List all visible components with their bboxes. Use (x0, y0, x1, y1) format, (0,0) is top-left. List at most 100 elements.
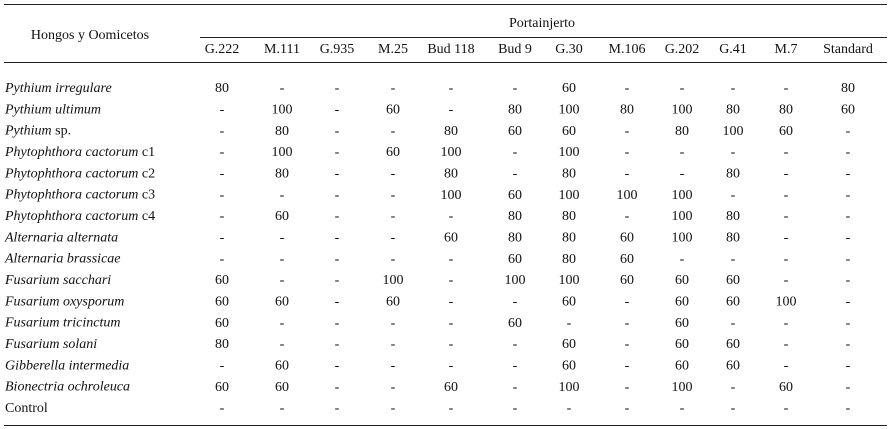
cell: - (220, 103, 225, 118)
cell: - (680, 145, 685, 160)
cell: 100 (559, 188, 580, 203)
column-header: M.111 (264, 42, 300, 57)
cell: 60 (620, 231, 634, 246)
cell: - (680, 81, 685, 96)
column-header: M.7 (775, 42, 798, 57)
cell: - (335, 380, 340, 395)
cell: - (846, 145, 851, 160)
cell: - (220, 209, 225, 224)
cell: 60 (215, 316, 229, 331)
cell: - (449, 273, 454, 288)
species: Fusarium sacchari (4, 273, 111, 288)
cell: - (784, 188, 789, 203)
cell: 60 (779, 380, 793, 395)
species: Alternaria brassicae (4, 252, 121, 267)
cell: - (731, 401, 736, 416)
cell: - (846, 167, 851, 182)
cell: - (220, 145, 225, 160)
cell: - (449, 103, 454, 118)
cell: - (625, 316, 630, 331)
cell: 100 (672, 209, 693, 224)
row-label: Fusarium oxysporum (4, 295, 124, 310)
cell: - (335, 295, 340, 310)
cell: - (784, 167, 789, 182)
cell: - (846, 380, 851, 395)
cell: - (391, 380, 396, 395)
cell: - (513, 359, 518, 374)
cell: 80 (562, 231, 576, 246)
cell: - (625, 167, 630, 182)
cell: - (449, 295, 454, 310)
cell: - (731, 81, 736, 96)
cell: 60 (675, 316, 689, 331)
cell: - (335, 231, 340, 246)
cell: - (784, 359, 789, 374)
row-label: Phytophthora cactorum c3 (4, 188, 155, 203)
cell: 80 (444, 124, 458, 139)
cell: - (335, 167, 340, 182)
cell: 80 (215, 81, 229, 96)
cell: - (280, 401, 285, 416)
cell: - (335, 124, 340, 139)
column-header: G.935 (320, 42, 355, 57)
cell: - (391, 124, 396, 139)
row-label: Alternaria brassicae (4, 252, 121, 267)
cell: 60 (726, 273, 740, 288)
suffix: c1 (142, 145, 155, 160)
suffix: c3 (142, 188, 155, 203)
row-label: Pythium sp. (4, 124, 71, 139)
cell: - (280, 273, 285, 288)
row-label: Control (5, 401, 48, 416)
cell: 80 (675, 124, 689, 139)
cell: - (391, 316, 396, 331)
cell: - (391, 252, 396, 267)
cell: - (335, 359, 340, 374)
row-label: Fusarium tricinctum (4, 316, 121, 331)
species: Pythium ultimum (4, 103, 101, 118)
cell: - (731, 316, 736, 331)
cell: - (449, 316, 454, 331)
cell: - (513, 401, 518, 416)
cell: 60 (562, 359, 576, 374)
cell: 80 (508, 231, 522, 246)
cell: 80 (275, 124, 289, 139)
species: Alternaria alternata (4, 231, 118, 246)
cell: 100 (723, 124, 744, 139)
cell: 60 (386, 103, 400, 118)
cell: - (513, 380, 518, 395)
cell: - (335, 273, 340, 288)
cell: - (280, 316, 285, 331)
column-header: Standard (823, 42, 873, 57)
cell: 60 (726, 295, 740, 310)
cell: 100 (559, 380, 580, 395)
cell: - (335, 401, 340, 416)
cell: 80 (215, 337, 229, 352)
cell: 60 (386, 145, 400, 160)
cell: - (513, 167, 518, 182)
species: Pythium (4, 124, 52, 139)
cell: - (220, 124, 225, 139)
cell: - (625, 81, 630, 96)
column-header: M.25 (378, 42, 408, 57)
cell: - (846, 188, 851, 203)
cell: - (731, 145, 736, 160)
cell: - (846, 231, 851, 246)
cell: 80 (726, 209, 740, 224)
suffix: Control (5, 401, 48, 416)
suffix: sp. (55, 124, 71, 139)
cell: 60 (675, 337, 689, 352)
cell: 60 (675, 295, 689, 310)
cell: 60 (620, 252, 634, 267)
cell: 100 (505, 273, 526, 288)
cell: 80 (841, 81, 855, 96)
cell: - (280, 337, 285, 352)
cell: - (846, 337, 851, 352)
cell: - (680, 252, 685, 267)
cell: 100 (272, 103, 293, 118)
cell: - (784, 81, 789, 96)
row-header: Hongos y Oomicetos (31, 28, 149, 43)
cell: - (784, 209, 789, 224)
cell: - (731, 380, 736, 395)
cell: - (731, 252, 736, 267)
cell: - (391, 81, 396, 96)
